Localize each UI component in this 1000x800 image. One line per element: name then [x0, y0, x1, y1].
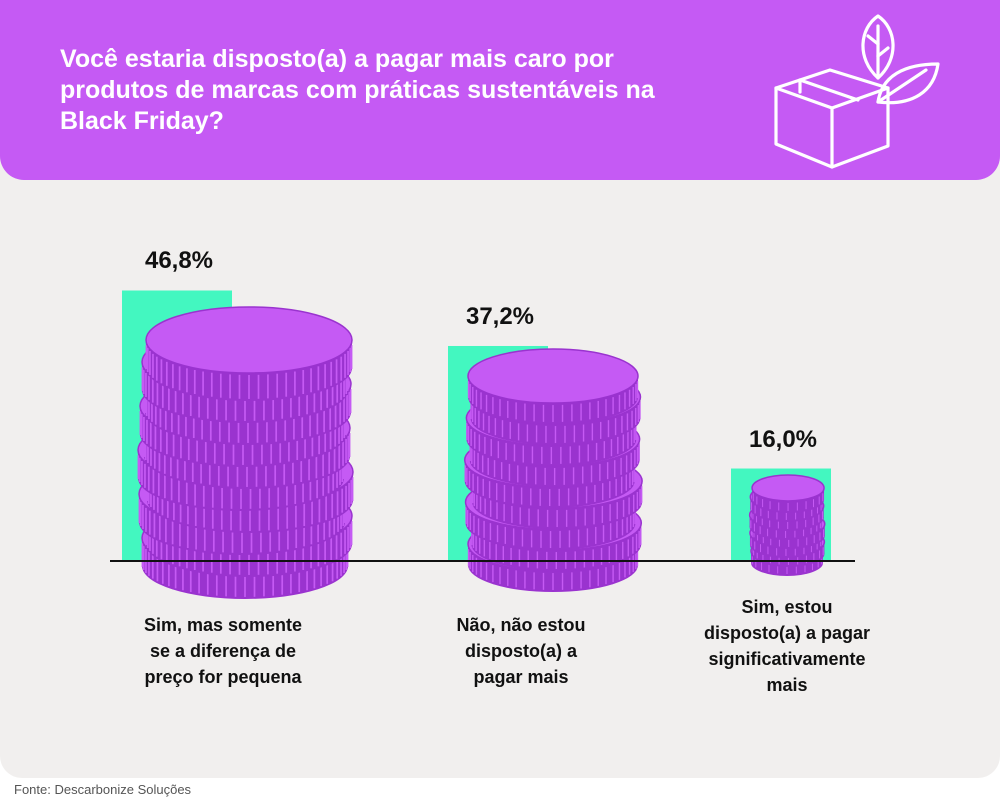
- category-label-line: mais: [766, 675, 808, 695]
- coin: [145, 306, 353, 401]
- category-label-3: Sim, estou disposto(a) a pagar significati…: [672, 594, 902, 698]
- value-label-3: 16,0%: [748, 425, 818, 453]
- value-label-2: 37,2%: [465, 302, 535, 330]
- category-label-line: disposto(a) a: [464, 641, 577, 661]
- category-label-line: disposto(a) a pagar: [703, 623, 871, 643]
- category-label-line: preço for pequena: [144, 667, 302, 687]
- category-label-line: Não, não estou: [456, 615, 586, 635]
- value-label-1: 46,8%: [144, 247, 214, 275]
- category-label-line: Sim, mas somente: [143, 615, 303, 635]
- header-banner: Você estaria disposto(a) a pagar mais ca…: [0, 0, 1000, 180]
- category-label-line: significativamente: [708, 649, 866, 669]
- category-label-2: Não, não estou disposto(a) a pagar mais: [406, 612, 636, 690]
- category-label-line: pagar mais: [473, 667, 569, 687]
- category-label-line: se a diferença de: [149, 641, 297, 661]
- box-with-leaves-icon: [774, 14, 940, 169]
- coin-stack-1: [137, 306, 354, 599]
- source-note: Fonte: Descarbonize Soluções: [14, 782, 192, 797]
- coin: [467, 348, 639, 425]
- category-label-1: Sim, mas somente se a diferença de preço f…: [108, 612, 338, 690]
- chart-title: Você estaria disposto(a) a pagar mais ca…: [60, 45, 655, 135]
- coin-stack-2: [463, 348, 643, 593]
- coin: [751, 474, 825, 513]
- coin-bar-chart: [110, 290, 855, 599]
- category-label-line: Sim, estou: [741, 597, 833, 617]
